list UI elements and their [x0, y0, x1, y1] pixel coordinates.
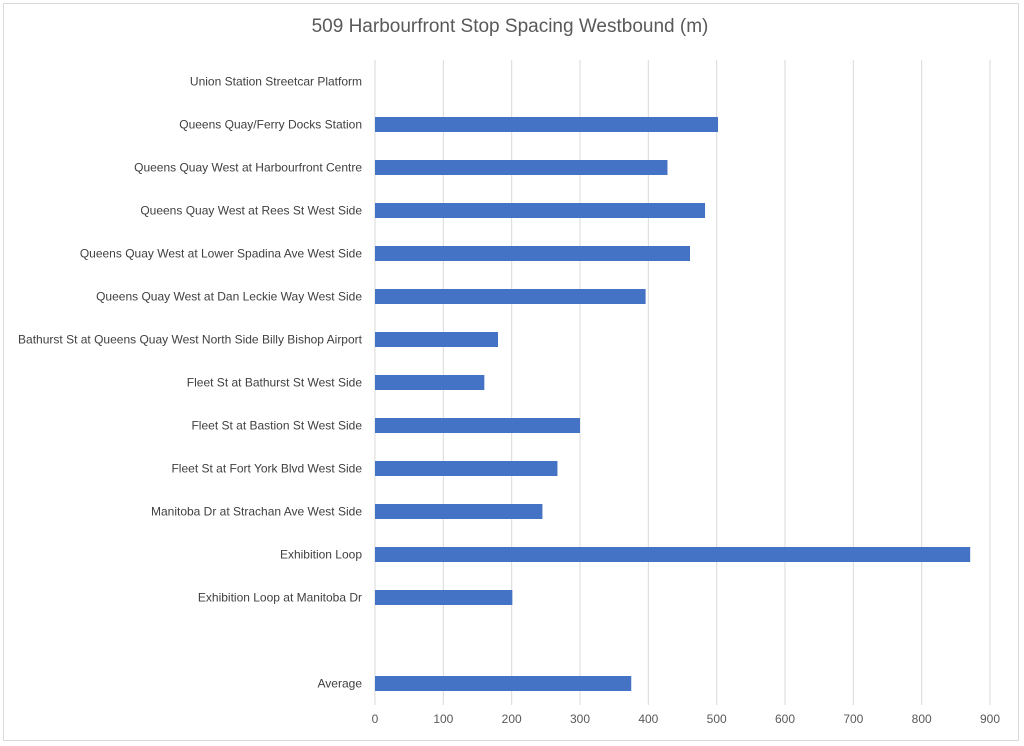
category-label: Queens Quay West at Dan Leckie Way West … [96, 290, 362, 304]
bar [375, 676, 632, 691]
category-label: Fleet St at Fort York Blvd West Side [171, 462, 362, 476]
x-tick-label: 800 [912, 712, 932, 726]
category-label: Fleet St at Bastion St West Side [191, 419, 362, 433]
category-label: Average [318, 677, 363, 691]
x-tick-label: 100 [433, 712, 453, 726]
chart-title: 509 Harbourfront Stop Spacing Westbound … [311, 16, 709, 37]
bar [375, 590, 513, 605]
x-tick-label: 600 [775, 712, 795, 726]
x-tick-label: 0 [372, 712, 379, 726]
bar [375, 332, 498, 347]
bar [375, 160, 668, 175]
x-tick-label: 200 [502, 712, 522, 726]
category-label: Manitoba Dr at Strachan Ave West Side [151, 505, 362, 519]
x-tick-label: 700 [843, 712, 863, 726]
bar [375, 461, 558, 476]
category-label: Queens Quay/Ferry Docks Station [179, 118, 362, 132]
bar [375, 547, 971, 562]
category-label: Exhibition Loop [280, 548, 362, 562]
x-tick-label: 900 [980, 712, 1000, 726]
category-label: Queens Quay West at Rees St West Side [140, 204, 362, 218]
x-tick-label: 300 [570, 712, 590, 726]
bar [375, 375, 485, 390]
x-tick-label: 400 [638, 712, 658, 726]
bar [375, 246, 691, 261]
category-label: Bathurst St at Queens Quay West North Si… [18, 333, 363, 347]
category-label: Queens Quay West at Harbourfront Centre [134, 161, 362, 175]
bar [375, 418, 580, 433]
x-tick-label: 500 [707, 712, 727, 726]
bar [375, 289, 646, 304]
category-label: Queens Quay West at Lower Spadina Ave We… [80, 247, 362, 261]
bar [375, 504, 543, 519]
category-label: Fleet St at Bathurst St West Side [187, 376, 363, 390]
bar [375, 203, 706, 218]
category-label: Union Station Streetcar Platform [190, 75, 362, 89]
category-label: Exhibition Loop at Manitoba Dr [198, 591, 362, 605]
bar [375, 117, 719, 132]
